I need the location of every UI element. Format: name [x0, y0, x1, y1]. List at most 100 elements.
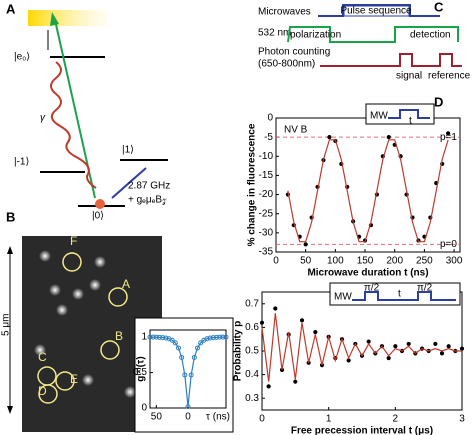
data-point [198, 340, 204, 346]
mw-arrow [111, 167, 147, 199]
y-tick-label: -5 [264, 132, 273, 143]
panel-letter: B [6, 209, 15, 224]
data-point [366, 339, 371, 344]
x-tick-label: 2 [393, 414, 399, 425]
data-point [459, 346, 465, 351]
spot [124, 386, 136, 398]
reference-label: p=1 [440, 132, 457, 143]
inset-trace [352, 291, 456, 301]
decay-path [50, 61, 97, 189]
data-point [293, 379, 298, 384]
series-line [150, 336, 226, 407]
x-tick-label: 100 [327, 256, 344, 267]
plot-frame [261, 291, 463, 411]
inset-label: t [409, 116, 412, 127]
data-point [259, 320, 265, 325]
data-point [172, 340, 178, 346]
data-point [179, 354, 185, 360]
inset-trace [388, 109, 430, 119]
data-point [393, 344, 398, 349]
reference-label: p=0 [440, 239, 457, 250]
y-tick-label: 0.5 [133, 367, 147, 378]
data-point [223, 334, 229, 340]
inset-label: MW [334, 292, 352, 303]
data-point [153, 334, 159, 340]
row-label: (650-800nm) [258, 59, 315, 70]
x-label: Free precession interval t (μs) [291, 426, 433, 435]
level-label: |1⟩ [122, 145, 134, 156]
data-point [273, 306, 278, 311]
data-point [266, 384, 271, 389]
x-tick-label: 150 [357, 256, 374, 267]
data-point [217, 334, 223, 340]
data-point [185, 404, 191, 410]
data-point [169, 337, 175, 343]
y-label: Probability p [233, 321, 244, 382]
spot-ring [62, 252, 82, 272]
spot [94, 256, 106, 268]
spot [39, 250, 51, 262]
y-tick-label: 0.4 [245, 369, 259, 380]
series-line [287, 139, 449, 243]
y-tick-label: -25 [259, 208, 274, 219]
trace-label: signal [396, 71, 422, 82]
spot-label: E [70, 372, 78, 386]
zeeman-label: + gₑμₑB𝓏 [128, 195, 167, 206]
y-tick-label: 1 [141, 332, 147, 343]
x-tick-label: 250 [416, 256, 433, 267]
data-point [299, 318, 305, 323]
spot [89, 279, 101, 291]
data-point [191, 354, 197, 360]
data-point [439, 351, 445, 356]
panel-a: A |e₀⟩ γ |-1⟩ |1⟩ |0⟩ 2.87 GHz + gₑμₑB𝓏 [6, 1, 170, 221]
spot-ring [38, 384, 58, 404]
pulse-label: Pulse sequence [340, 6, 412, 17]
level-label: |0⟩ [92, 211, 104, 222]
x-label: Microwave duration t (ns) [307, 268, 428, 279]
y-tick-label: -10 [259, 151, 274, 162]
panel-d: D [434, 94, 443, 109]
row-label: 532 nm [258, 28, 291, 39]
trace-label: detection [410, 30, 451, 41]
y-label: g⁽²⁾(τ) [136, 356, 147, 381]
data-point [150, 334, 156, 340]
level-label: |e₀⟩ [14, 52, 30, 63]
panel-letter: A [6, 1, 16, 16]
spot [82, 374, 94, 386]
y-tick-label: -30 [259, 227, 274, 238]
data-point [446, 131, 451, 136]
freq-label: 2.87 GHz [128, 181, 170, 192]
data-point [313, 330, 318, 335]
y-tick-label: 0 [141, 403, 147, 414]
inset-label: π/2 [417, 283, 433, 294]
data-point [163, 335, 169, 341]
state-dot [95, 199, 105, 209]
y-tick-label: 0 [267, 113, 273, 124]
x-tick-label: 0 [185, 412, 191, 423]
data-point [188, 372, 194, 378]
laser-trace [287, 26, 459, 43]
data-point [303, 242, 308, 247]
y-label: % change in fluorescence [247, 123, 258, 246]
spot [49, 284, 61, 296]
scale-label: 5 μm [1, 314, 12, 336]
spot-ring [100, 340, 120, 360]
y-tick-label: 0.5 [245, 346, 259, 357]
data-point [210, 335, 216, 341]
x-tick-label: 50 [300, 256, 312, 267]
series-line [261, 313, 462, 382]
spot-label: C [38, 350, 47, 364]
spot-label: A [122, 277, 130, 291]
spot [34, 344, 46, 356]
data-point [327, 135, 332, 140]
x-tick-label: 200 [386, 256, 403, 267]
data-point [182, 372, 188, 378]
spot [56, 304, 68, 316]
x-tick-label: 50 [151, 412, 163, 423]
data-point [406, 341, 411, 347]
data-point [160, 335, 166, 341]
y-tick-label: -20 [259, 189, 274, 200]
row-label: Microwaves [258, 7, 311, 18]
panel-c: C Microwaves Pulse sequence 532 nm polar… [258, 0, 471, 82]
